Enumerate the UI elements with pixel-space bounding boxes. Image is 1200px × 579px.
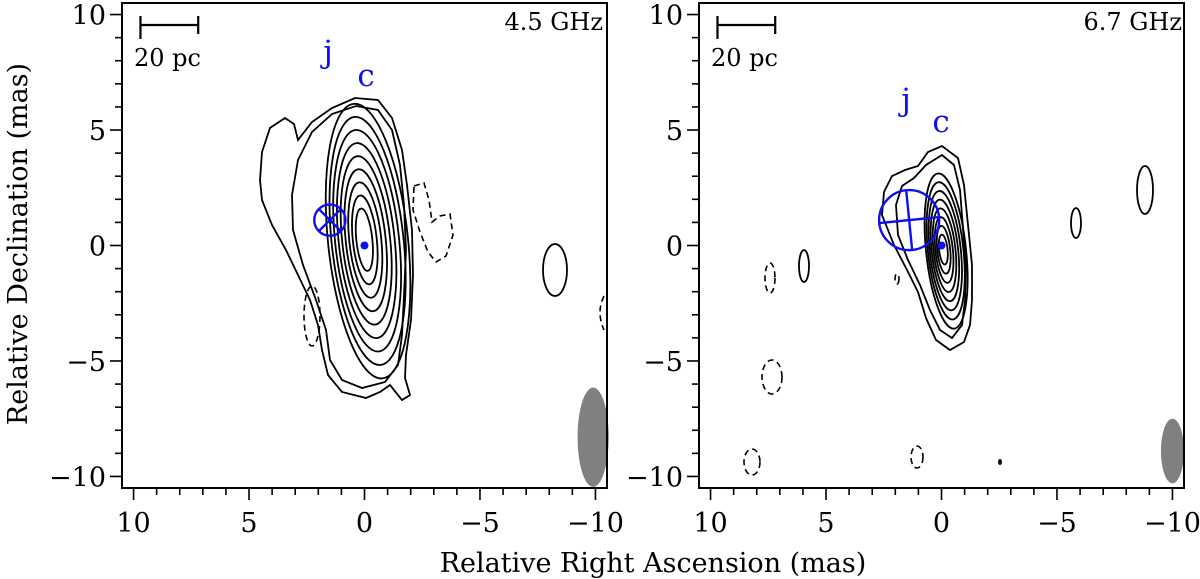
component-j-marker bbox=[313, 203, 347, 237]
component-label-c: c bbox=[932, 104, 949, 140]
contour-level bbox=[933, 216, 955, 284]
components-6.7ghz bbox=[877, 188, 946, 252]
restoring-beam bbox=[1160, 418, 1184, 484]
contours-6.7ghz bbox=[881, 144, 973, 352]
components-4.5ghz bbox=[313, 203, 369, 250]
x-tick-label: 5 bbox=[817, 508, 834, 539]
component-label-j: j bbox=[898, 82, 911, 118]
y-tick-label: −5 bbox=[66, 347, 106, 378]
component-j-marker bbox=[877, 188, 941, 252]
pos-contour bbox=[998, 459, 1002, 465]
contour-level bbox=[927, 190, 963, 312]
neg-contour bbox=[599, 295, 605, 331]
frequency-label: 4.5 GHz bbox=[504, 8, 603, 36]
component-label-c: c bbox=[357, 58, 374, 94]
positive-contours-6.7ghz bbox=[798, 165, 1154, 465]
component-j-cross bbox=[904, 189, 914, 251]
neg-contour bbox=[764, 262, 776, 294]
y-tick-label: 0 bbox=[666, 232, 683, 263]
contour-level bbox=[923, 172, 969, 330]
contour-level bbox=[324, 102, 412, 380]
scale-bar-label: 20 pc bbox=[134, 44, 201, 72]
panel-4.5ghz: 20 pc 4.5 GHz j c 10 5 0 −5 −10 10 5 0 −5 −10 bbox=[49, 1, 624, 539]
contour-outer bbox=[259, 97, 414, 402]
axes-4.5ghz: 10 5 0 −5 −10 10 5 0 −5 −10 bbox=[49, 1, 624, 539]
y-tick-label: 0 bbox=[89, 232, 106, 263]
x-tick-label: −10 bbox=[567, 508, 624, 539]
panel-6.7ghz: 20 pc 6.7 GHz j c 10 5 0 −5 −10 10 5 0 −5 −10 bbox=[626, 1, 1200, 539]
y-tick-label: 5 bbox=[89, 116, 106, 147]
x-axis-label: Relative Right Ascension (mas) bbox=[440, 548, 867, 579]
negative-contours-4.5ghz bbox=[303, 182, 605, 347]
contour-level bbox=[937, 233, 949, 266]
y-tick-label: −5 bbox=[643, 347, 683, 378]
y-tick-label: 10 bbox=[649, 1, 683, 32]
neg-contour bbox=[303, 285, 321, 347]
x-tick-label: 5 bbox=[240, 508, 257, 539]
component-label-j: j bbox=[320, 34, 333, 70]
y-tick-label: −10 bbox=[626, 462, 683, 493]
x-tick-label: 0 bbox=[933, 508, 950, 539]
x-tick-label: 10 bbox=[693, 508, 727, 539]
x-tick-label: −10 bbox=[1144, 508, 1200, 539]
x-tick-label: −5 bbox=[460, 508, 500, 539]
x-tick-label: 0 bbox=[356, 508, 373, 539]
contour-level bbox=[929, 198, 961, 303]
y-tick-label: 5 bbox=[666, 116, 683, 147]
pos-contour bbox=[1070, 207, 1082, 239]
component-c-marker bbox=[360, 241, 369, 250]
contour-level bbox=[347, 181, 384, 299]
scale-bar bbox=[716, 16, 777, 39]
contour-level bbox=[336, 142, 398, 339]
scale-bar bbox=[139, 16, 200, 39]
neg-contour bbox=[743, 448, 761, 476]
component-j-cross bbox=[317, 208, 342, 232]
contour-level bbox=[351, 194, 379, 286]
pos-contour bbox=[798, 249, 810, 283]
neg-contour bbox=[910, 445, 924, 469]
contours-4.5ghz bbox=[259, 97, 414, 402]
scale-bar-label: 20 pc bbox=[711, 44, 778, 72]
contour-level bbox=[354, 207, 374, 272]
negative-contours-6.7ghz bbox=[743, 262, 924, 476]
y-axis-label: Relative Declination (mas) bbox=[3, 63, 34, 425]
contour-level bbox=[935, 225, 952, 275]
pos-contour bbox=[1136, 165, 1154, 215]
contour-level bbox=[328, 115, 407, 366]
y-tick-label: −10 bbox=[49, 462, 106, 493]
frequency-label: 6.7 GHz bbox=[1083, 8, 1182, 36]
contour-level bbox=[339, 155, 393, 326]
neg-contour bbox=[412, 182, 454, 264]
restoring-beam bbox=[577, 387, 609, 487]
neg-contour bbox=[761, 359, 783, 395]
neg-contour bbox=[894, 273, 900, 285]
x-tick-label: 10 bbox=[116, 508, 150, 539]
contour-level bbox=[332, 129, 402, 353]
contour-outer bbox=[881, 144, 973, 352]
x-tick-label: −5 bbox=[1037, 508, 1077, 539]
pos-contour bbox=[542, 243, 568, 297]
component-c-marker bbox=[937, 241, 946, 250]
y-tick-label: 10 bbox=[72, 1, 106, 32]
contour-level bbox=[925, 181, 966, 321]
axes-6.7ghz: 10 5 0 −5 −10 10 5 0 −5 −10 bbox=[626, 1, 1200, 539]
contour-level bbox=[931, 207, 958, 293]
contour-level bbox=[343, 168, 388, 313]
